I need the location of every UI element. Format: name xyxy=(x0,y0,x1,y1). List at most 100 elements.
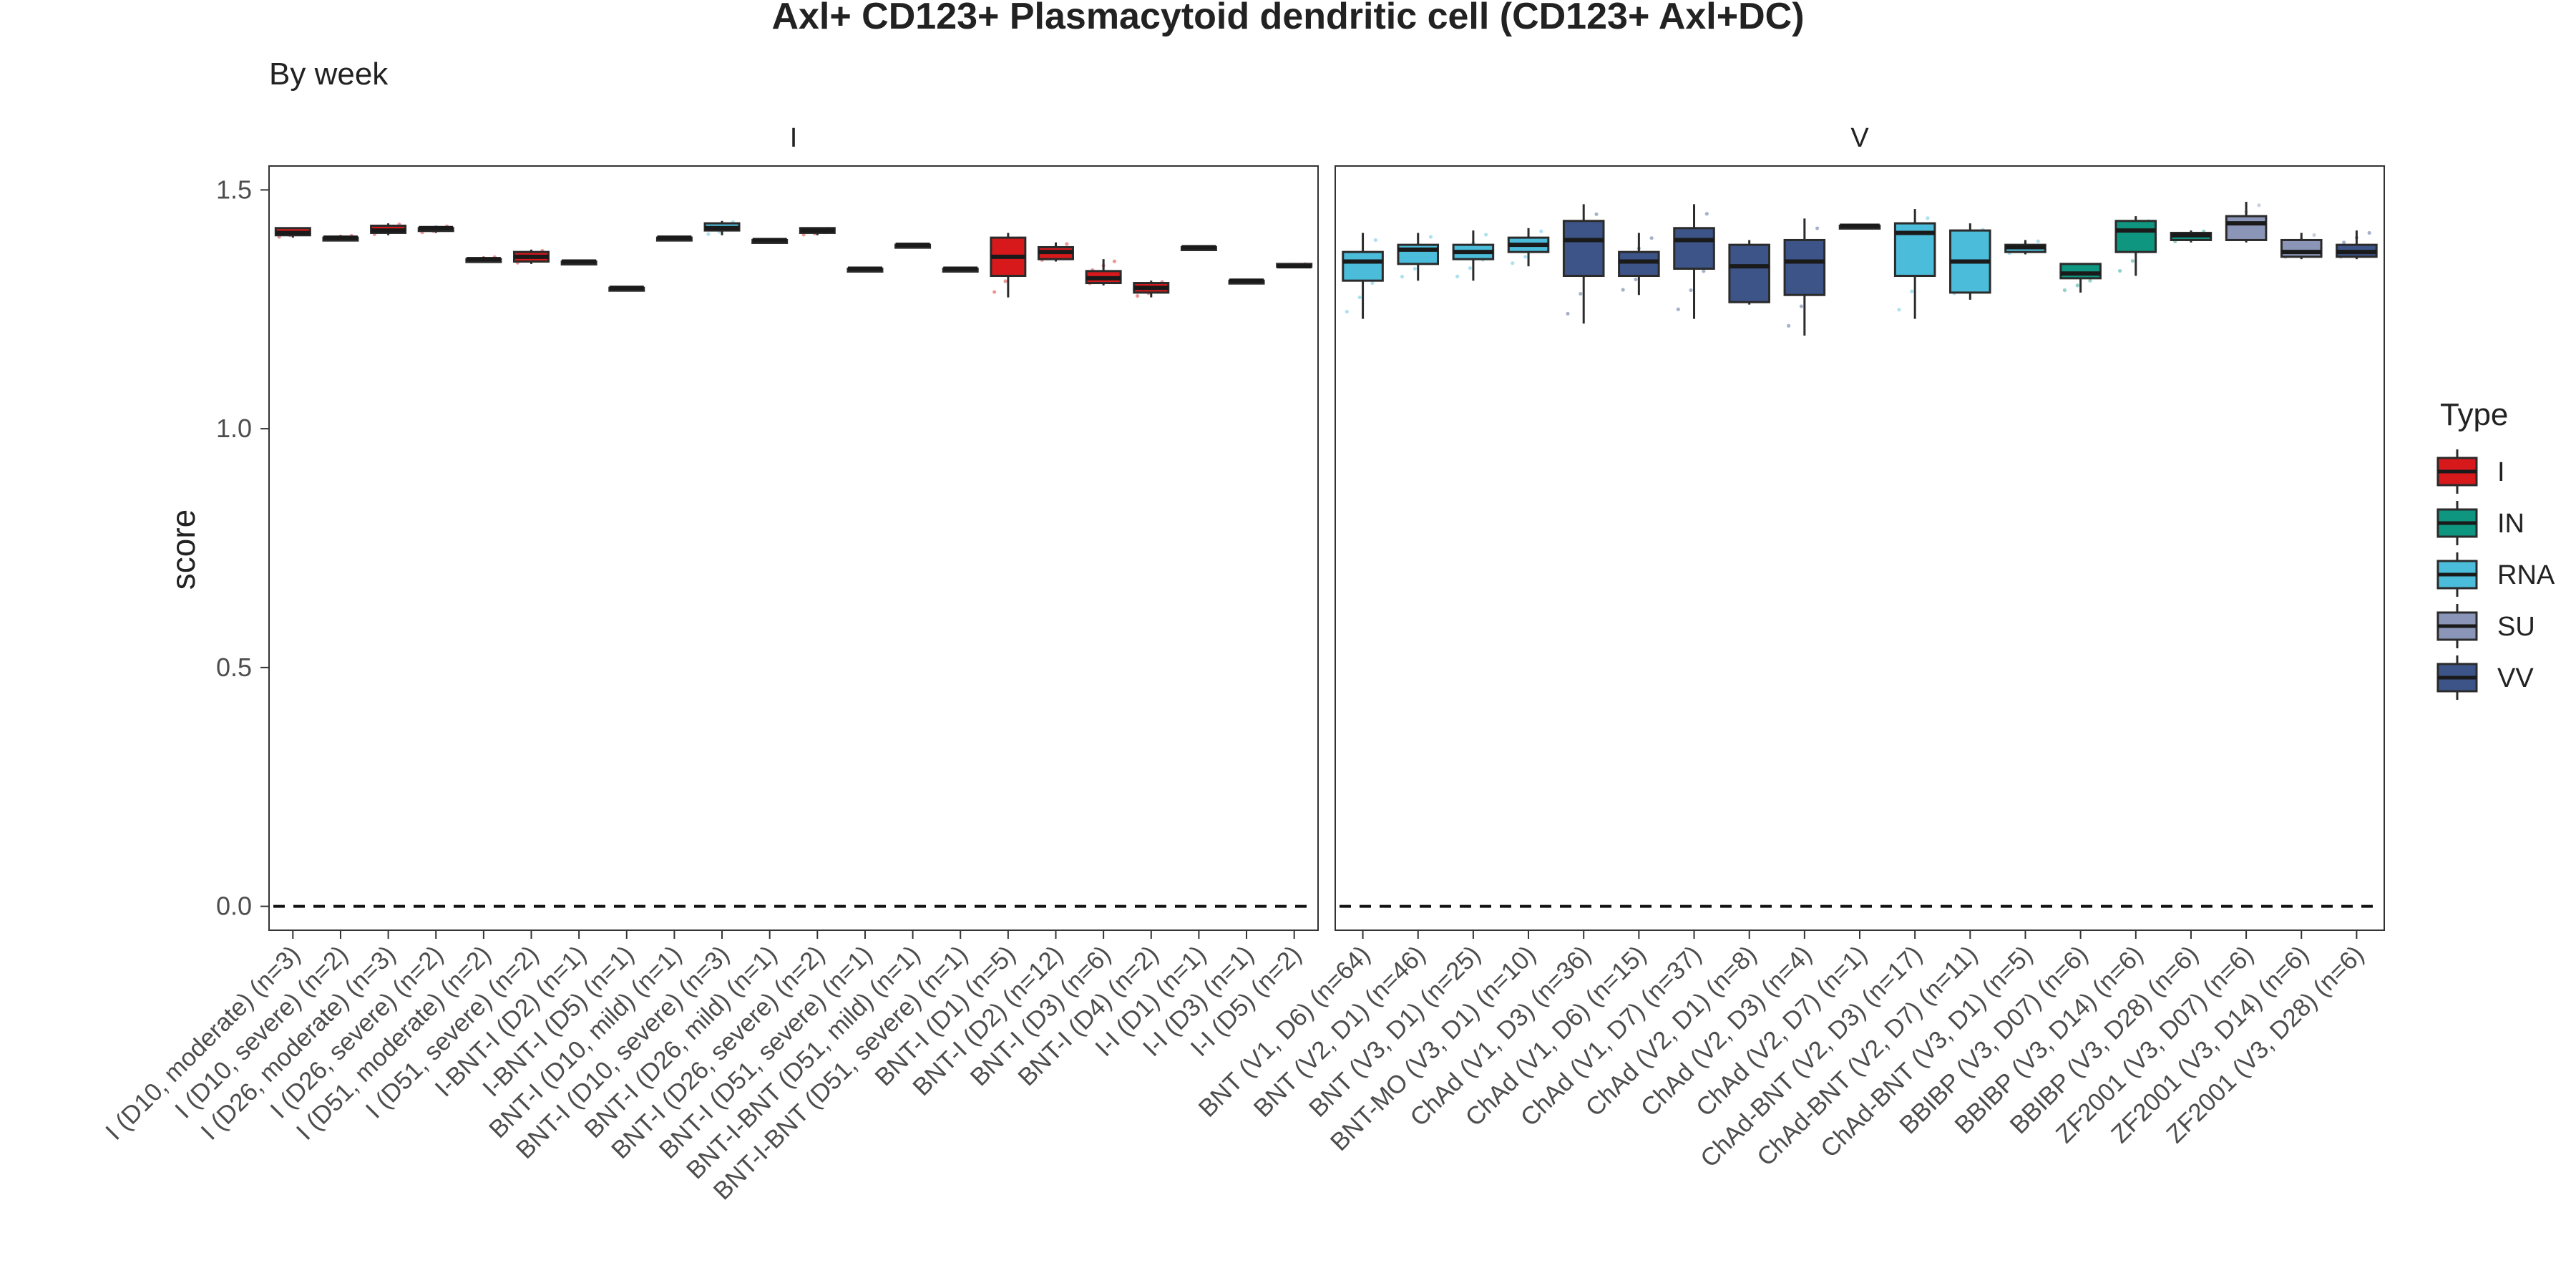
box-I xyxy=(1085,259,1122,286)
legend-label: VV xyxy=(2497,663,2534,693)
chart-subtitle: By week xyxy=(269,57,389,92)
box-I xyxy=(894,243,932,249)
y-tick-label: 1.0 xyxy=(216,414,252,443)
data-point xyxy=(2312,233,2316,238)
data-point xyxy=(992,290,997,294)
data-point xyxy=(2342,240,2346,245)
data-point xyxy=(1787,323,1791,328)
y-tick-label: 0.0 xyxy=(216,892,252,921)
box-I xyxy=(513,248,550,265)
data-point xyxy=(1511,261,1515,265)
box-RNA xyxy=(1507,228,1550,267)
box-I xyxy=(322,233,359,242)
data-point xyxy=(2088,278,2092,283)
data-point xyxy=(1702,269,1706,273)
data-point xyxy=(1539,229,1543,233)
data-point xyxy=(1468,266,1473,270)
data-point xyxy=(1815,226,1820,230)
box-RNA xyxy=(1452,230,1495,281)
data-point xyxy=(1649,236,1654,240)
box-RNA xyxy=(1342,233,1384,319)
iqr-box xyxy=(1618,250,1660,278)
iqr-box xyxy=(1342,250,1384,282)
data-point xyxy=(1345,309,1349,314)
box-I xyxy=(1276,262,1313,269)
data-point xyxy=(1400,275,1405,279)
box-I xyxy=(274,227,311,239)
box-I xyxy=(847,266,884,273)
panel-border xyxy=(1335,165,2385,931)
data-point xyxy=(1112,259,1117,263)
iqr-box xyxy=(1562,220,1605,278)
y-tick-label: 0.5 xyxy=(216,653,252,682)
legend-item-IN: IN xyxy=(2436,501,2524,545)
panel-border xyxy=(268,165,1319,931)
box-I xyxy=(1133,280,1170,298)
data-point xyxy=(1579,291,1583,296)
facet-panels: 0.0 0.5 1.0 1.5II (D10, moderate) (n=3)I (D… xyxy=(100,123,2385,1205)
box-I xyxy=(1038,242,1074,262)
box-IN xyxy=(2114,216,2157,276)
box-I xyxy=(1180,245,1217,251)
legend-title: Type xyxy=(2440,397,2508,432)
data-point xyxy=(2075,283,2079,288)
data-point xyxy=(1897,308,1901,312)
legend-item-RNA: RNA xyxy=(2436,552,2555,597)
box-IN xyxy=(2170,229,2212,244)
box-I xyxy=(370,222,407,236)
data-point xyxy=(2036,239,2040,243)
facet-panel-I: II (D10, moderate) (n=3)I (D10, severe) … xyxy=(100,123,1319,1205)
data-point xyxy=(2117,268,2122,273)
y-tick-label: 1.5 xyxy=(216,175,252,204)
box-VV xyxy=(1783,218,1826,336)
data-point xyxy=(2062,288,2067,293)
data-point xyxy=(1065,242,1069,246)
data-point xyxy=(1484,233,1488,237)
box-I xyxy=(799,227,836,237)
chart-title: Axl+ CD123+ Plasmacytoid dendritic cell … xyxy=(771,0,1804,37)
box-SU xyxy=(2225,202,2268,243)
iqr-box xyxy=(1728,243,1770,303)
y-axis-label: score xyxy=(165,509,202,590)
legend-label: RNA xyxy=(2497,560,2555,590)
box-IN xyxy=(2059,263,2102,293)
box-I xyxy=(942,266,979,273)
iqr-box xyxy=(2114,220,2157,253)
data-point xyxy=(1676,307,1680,311)
iqr-box xyxy=(1783,238,1826,296)
box-RNA xyxy=(2004,239,2046,255)
data-point xyxy=(1799,304,1803,308)
legend-label: I xyxy=(2497,457,2505,487)
data-point xyxy=(1594,212,1599,216)
data-point xyxy=(1428,235,1433,239)
data-point xyxy=(1003,279,1008,283)
box-I xyxy=(417,224,454,235)
box-VV xyxy=(1728,240,1770,305)
box-I xyxy=(1228,278,1265,285)
iqr-box xyxy=(2225,215,2268,241)
legend-items: I IN RNA SU VV xyxy=(2436,449,2555,700)
legend-label: IN xyxy=(2497,509,2524,539)
data-point xyxy=(1689,288,1693,293)
facet-strip-label: I xyxy=(790,123,798,153)
box-VV xyxy=(1673,204,1715,319)
facet-strip-label: V xyxy=(1850,123,1869,153)
data-point xyxy=(1370,280,1375,286)
box-I xyxy=(655,235,693,242)
legend-item-VV: VV xyxy=(2436,655,2534,700)
data-point xyxy=(706,232,711,236)
data-point xyxy=(1926,216,1930,220)
box-RNA xyxy=(1893,209,1936,319)
box-I xyxy=(751,238,789,244)
box-VV xyxy=(1562,204,1605,324)
iqr-box xyxy=(1673,227,1715,270)
data-point xyxy=(1704,212,1709,216)
data-point xyxy=(1523,255,1528,259)
data-point xyxy=(1135,294,1140,298)
box-I xyxy=(608,286,645,292)
box-I xyxy=(465,255,502,263)
data-point xyxy=(1357,295,1362,300)
data-point xyxy=(1910,289,1914,293)
